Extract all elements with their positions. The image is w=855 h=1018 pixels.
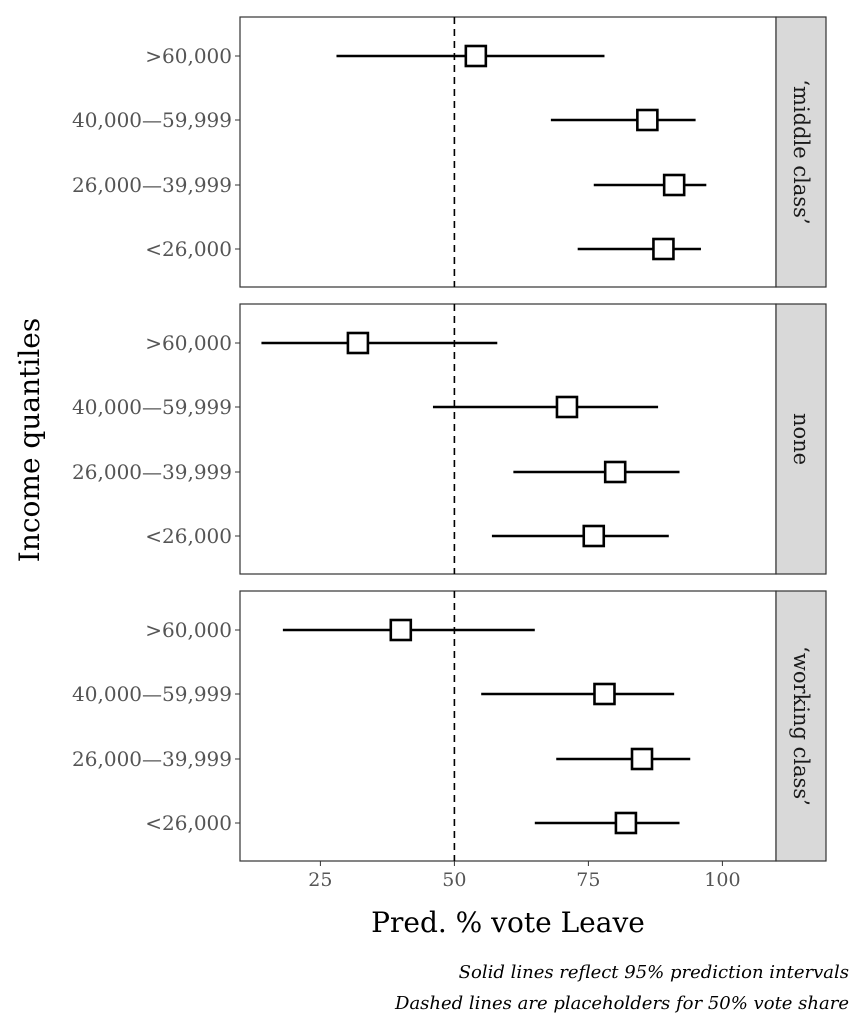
y-tick-label: 40,000—59,999: [72, 395, 232, 419]
x-tick-label: 25: [308, 869, 332, 891]
facet-panels: ‘middle class’ >60,000 40,000—59,999 26,000…: [72, 16, 827, 862]
point-estimate: [582, 524, 606, 548]
y-tick-label: 40,000—59,999: [72, 682, 232, 706]
point-estimate: [464, 44, 488, 68]
panel-border: [239, 590, 777, 862]
y-tick-label: 26,000—39,999: [72, 747, 232, 771]
facet-strip: [775, 303, 827, 575]
x-tick-label: 75: [576, 869, 600, 891]
point-estimate: [603, 460, 627, 484]
caption-intervals: Solid lines reflect 95% prediction inter…: [458, 962, 849, 983]
facet-strip: [775, 16, 827, 288]
panel-border: [239, 16, 777, 288]
y-tick-label: >60,000: [145, 618, 232, 642]
x-axis: 25 50 75 100: [308, 861, 741, 891]
facet-panel: ‘middle class’ >60,000 40,000—59,999 26,000…: [72, 16, 827, 288]
y-tick-label: >60,000: [145, 44, 232, 68]
facet-strip-label: ‘working class’: [789, 646, 813, 806]
facet-strip-label: none: [789, 413, 813, 465]
y-tick-label: <26,000: [145, 524, 232, 548]
x-tick-label: 100: [704, 869, 740, 891]
point-estimate: [614, 811, 638, 835]
x-tick-label: 50: [442, 869, 466, 891]
y-axis-title: Income quantiles: [13, 318, 46, 562]
y-tick-label: <26,000: [145, 811, 232, 835]
point-estimate: [346, 331, 370, 355]
point-estimate: [630, 747, 654, 771]
x-axis-title: Pred. % vote Leave: [371, 906, 645, 939]
point-estimate: [389, 618, 413, 642]
y-tick-label: 40,000—59,999: [72, 108, 232, 132]
caption-dashed-line: Dashed lines are placeholders for 50% vo…: [395, 993, 849, 1014]
facet-panel: none >60,000 40,000—59,999 26,000—39,999 <26…: [72, 303, 827, 575]
point-estimate: [652, 237, 675, 261]
facet-strip: [775, 590, 827, 862]
point-estimate: [636, 108, 659, 132]
y-tick-label: >60,000: [145, 331, 232, 355]
y-tick-label: 26,000—39,999: [72, 173, 232, 197]
point-estimate: [593, 682, 616, 706]
facet-panel: ‘working class’ >60,000 40,000—59,999 26,00…: [72, 590, 827, 862]
panel-border: [239, 303, 777, 575]
point-estimate: [555, 395, 579, 419]
point-estimate: [662, 173, 686, 197]
y-tick-label: 26,000—39,999: [72, 460, 232, 484]
y-tick-label: <26,000: [145, 237, 232, 261]
facet-strip-label: ‘middle class’: [789, 79, 813, 224]
